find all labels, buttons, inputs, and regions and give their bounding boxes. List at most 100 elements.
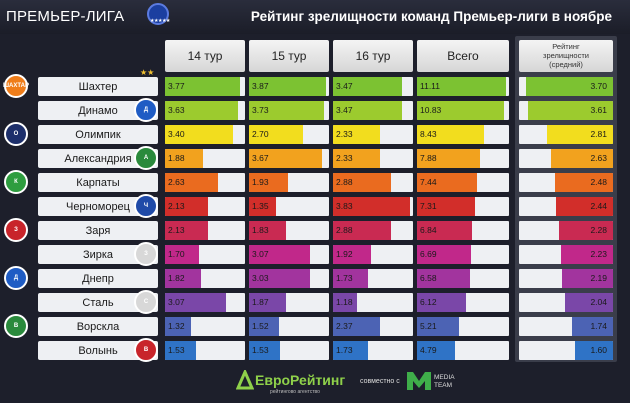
team-name: Днепр [38, 269, 158, 288]
value-bar [249, 341, 280, 360]
value-label: 2.63 [168, 177, 185, 187]
value-bar [249, 77, 327, 96]
cell-tur14: 2.63 [165, 173, 245, 192]
cell-tur14: 2.13 [165, 221, 245, 240]
team-name: Зирка [38, 245, 158, 264]
value-bar [333, 173, 391, 192]
champion-stars-icon: ★★ [140, 68, 155, 77]
value-label: 3.03 [252, 273, 269, 283]
value-label: 3.63 [168, 105, 185, 115]
cell-tur14: 3.77 [165, 77, 245, 96]
cell-tur16: 1.73 [333, 269, 413, 288]
value-label: 2.13 [168, 201, 185, 211]
value-label: 1.52 [252, 321, 269, 331]
value-label: 2.81 [590, 129, 607, 139]
team-logo-icon: З [4, 218, 28, 242]
value-bar [249, 101, 324, 120]
value-bar [333, 293, 357, 312]
value-label: 1.73 [336, 273, 353, 283]
value-bar [165, 341, 196, 360]
value-bar [417, 293, 466, 312]
value-bar [561, 269, 613, 288]
value-label: 1.87 [252, 297, 269, 307]
value-label: 3.47 [336, 81, 353, 91]
value-label: 6.69 [420, 249, 437, 259]
cell-tur16: 2.88 [333, 173, 413, 192]
header-tur14: 14 тур [165, 40, 245, 72]
cell-tur14: 1.82 [165, 269, 245, 288]
team-name: Динамо [38, 101, 158, 120]
cell-tur14: 1.32 [165, 317, 245, 336]
cell-total: 7.88 [417, 149, 509, 168]
media-team-label: MEDIA TEAM [434, 374, 455, 390]
cell-average: 1.74 [519, 317, 613, 336]
value-bar [333, 125, 380, 144]
value-bar [528, 101, 613, 120]
header-average-line3: (средний) [549, 60, 583, 69]
team-logo-icon: Ч [134, 194, 158, 218]
value-bar [560, 245, 613, 264]
team-name: Заря [38, 221, 158, 240]
value-label: 1.53 [168, 345, 185, 355]
value-label: 1.83 [252, 225, 269, 235]
value-bar [249, 149, 323, 168]
header-tur15: 15 тур [249, 40, 329, 72]
cell-tur16: 2.33 [333, 125, 413, 144]
header-average-line1: Рейтинг [552, 42, 580, 51]
cell-average: 1.60 [519, 341, 613, 360]
value-bar [551, 149, 613, 168]
value-label: 2.88 [336, 225, 353, 235]
value-label: 3.83 [336, 201, 353, 211]
team-name: Карпаты [38, 173, 158, 192]
media-team-line1: MEDIA [434, 374, 455, 381]
value-bar [417, 221, 472, 240]
value-bar [417, 173, 477, 192]
cell-tur16: 2.88 [333, 221, 413, 240]
team-logo-icon: К [4, 170, 28, 194]
cell-tur14: 1.70 [165, 245, 245, 264]
cell-tur15: 1.87 [249, 293, 329, 312]
value-bar [555, 197, 613, 216]
value-bar [417, 101, 504, 120]
value-bar [165, 269, 202, 288]
value-bar [165, 197, 208, 216]
value-label: 3.40 [168, 129, 185, 139]
team-name: Ворскла [38, 317, 158, 336]
value-label: 3.77 [168, 81, 185, 91]
team-logo-icon: О [4, 122, 28, 146]
value-bar [333, 149, 380, 168]
cell-tur16: 2.37 [333, 317, 413, 336]
value-label: 1.88 [168, 153, 185, 163]
cell-average: 2.04 [519, 293, 613, 312]
header-tur16: 16 тур [333, 40, 413, 72]
value-label: 1.35 [252, 201, 269, 211]
media-team-line2: TEAM [434, 382, 453, 389]
value-label: 3.87 [252, 81, 269, 91]
value-label: 2.13 [168, 225, 185, 235]
value-bar [249, 173, 288, 192]
value-bar [249, 197, 276, 216]
cell-tur16: 3.83 [333, 197, 413, 216]
top-bar [0, 0, 630, 34]
value-bar [554, 173, 613, 192]
value-bar [417, 245, 471, 264]
value-label: 3.61 [590, 105, 607, 115]
value-bar [546, 125, 613, 144]
value-label: 3.73 [252, 105, 269, 115]
media-team-logo-icon [407, 372, 431, 390]
value-bar [417, 317, 459, 336]
cell-tur16: 3.47 [333, 101, 413, 120]
value-label: 10.83 [420, 105, 442, 115]
cell-tur15: 3.87 [249, 77, 329, 96]
cell-total: 11.11 [417, 77, 509, 96]
value-label: 2.88 [336, 177, 353, 187]
value-label: 1.18 [336, 297, 353, 307]
value-label: 3.07 [168, 297, 185, 307]
value-label: 2.70 [252, 129, 269, 139]
cell-average: 3.70 [519, 77, 613, 96]
cell-tur15: 1.53 [249, 341, 329, 360]
cell-tur15: 3.07 [249, 245, 329, 264]
value-label: 1.32 [168, 321, 185, 331]
cell-average: 2.44 [519, 197, 613, 216]
cell-total: 6.12 [417, 293, 509, 312]
